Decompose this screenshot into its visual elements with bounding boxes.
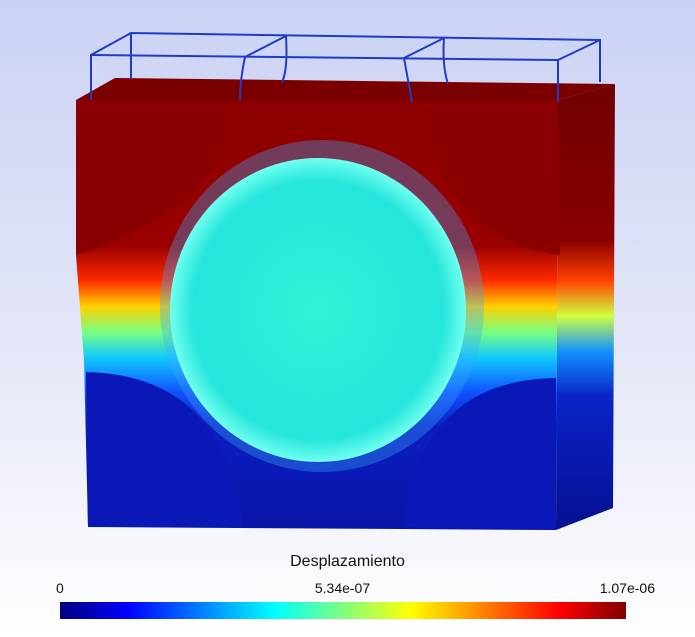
colorbar-max-label: 1.07e-06 [599,580,655,596]
undeformed-wireframe [90,31,601,103]
colorbar-mid-label: 5.34e-07 [314,580,371,596]
center-disk [170,158,466,462]
colorbar-title: Desplazamiento [290,553,405,570]
lower-right-region [403,378,556,530]
colorbar-min-label: 0 [56,580,64,596]
colorbar [60,602,626,619]
model-viewport[interactable] [0,0,695,545]
upper-left-region [76,100,235,255]
block-top-face [76,78,615,100]
lower-left-region [86,372,243,527]
block-side-face [556,84,615,530]
upper-right-region [422,100,560,255]
